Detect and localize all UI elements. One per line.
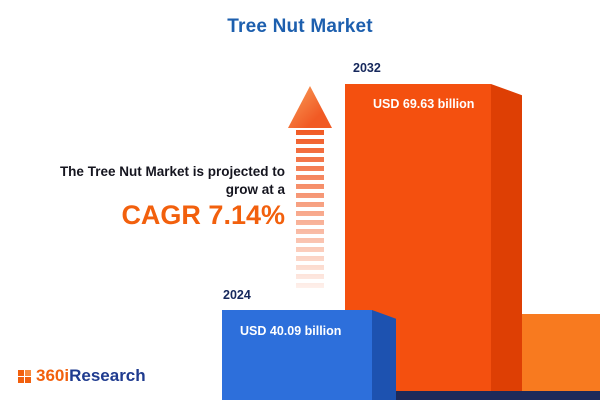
bar-2024 <box>222 310 372 400</box>
growth-arrow-icon <box>288 86 332 128</box>
value-label-2024: USD 40.09 billion <box>240 324 342 338</box>
value-label-2032: USD 69.63 billion <box>373 97 475 111</box>
logo-squares-icon <box>18 369 31 383</box>
growth-arrow-tail <box>296 130 324 290</box>
baseline-strip <box>345 391 600 400</box>
logo-text-prefix: 360i <box>36 366 70 385</box>
logo-text-suffix: Research <box>69 366 146 385</box>
description-line-1: The Tree Nut Market is projected to <box>59 164 285 179</box>
description-line-2: grow at a <box>225 181 285 197</box>
bar-2024-side-face <box>372 310 396 400</box>
bar-2032-side-face <box>491 84 522 400</box>
logo-text: 360iResearch <box>36 366 146 386</box>
year-label-2024: 2024 <box>223 288 251 302</box>
chart-title: Tree Nut Market <box>227 16 373 37</box>
cagr-text: CAGR 7.14% <box>121 200 285 230</box>
year-label-2032: 2032 <box>353 61 381 75</box>
bar-2032-base-face <box>522 314 600 392</box>
description-text: The Tree Nut Market is projected to grow… <box>20 163 285 198</box>
logo: 360iResearch <box>18 366 146 386</box>
